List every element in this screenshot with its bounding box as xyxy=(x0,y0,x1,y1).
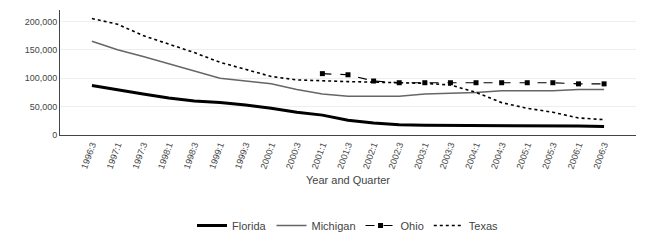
svg-text:1998:3: 1998:3 xyxy=(182,141,201,170)
svg-text:2002:3: 2002:3 xyxy=(387,141,406,170)
svg-text:1996:3: 1996:3 xyxy=(79,141,98,170)
svg-text:1998:1: 1998:1 xyxy=(156,141,175,170)
svg-text:2000:1: 2000:1 xyxy=(258,141,277,170)
svg-text:Florida: Florida xyxy=(232,220,267,232)
svg-text:2006:3: 2006:3 xyxy=(591,141,610,170)
svg-text:2005:3: 2005:3 xyxy=(540,141,559,170)
svg-text:1999:3: 1999:3 xyxy=(233,141,252,170)
svg-text:2006:1: 2006:1 xyxy=(566,141,585,170)
svg-text:1999:1: 1999:1 xyxy=(207,141,226,170)
svg-text:2004:1: 2004:1 xyxy=(463,141,482,170)
svg-text:Michigan: Michigan xyxy=(312,220,356,232)
svg-text:2004:3: 2004:3 xyxy=(489,141,508,170)
svg-text:50,000: 50,000 xyxy=(30,102,58,112)
svg-text:Year and Quarter: Year and Quarter xyxy=(306,174,390,186)
svg-text:1997:3: 1997:3 xyxy=(130,141,149,170)
svg-text:150,000: 150,000 xyxy=(25,45,58,55)
svg-text:0: 0 xyxy=(52,130,57,140)
svg-text:2000:3: 2000:3 xyxy=(284,141,303,170)
svg-text:100,000: 100,000 xyxy=(25,73,58,83)
svg-text:2002:1: 2002:1 xyxy=(361,141,380,170)
svg-text:2001:1: 2001:1 xyxy=(310,141,329,170)
svg-text:Texas: Texas xyxy=(469,220,498,232)
svg-text:2001:3: 2001:3 xyxy=(335,141,354,170)
svg-text:200,000: 200,000 xyxy=(25,17,58,27)
svg-text:Ohio: Ohio xyxy=(401,220,424,232)
svg-text:2005:1: 2005:1 xyxy=(515,141,534,170)
svg-text:1997:1: 1997:1 xyxy=(105,141,124,170)
svg-text:2003:1: 2003:1 xyxy=(412,141,431,170)
svg-text:2003:3: 2003:3 xyxy=(438,141,457,170)
